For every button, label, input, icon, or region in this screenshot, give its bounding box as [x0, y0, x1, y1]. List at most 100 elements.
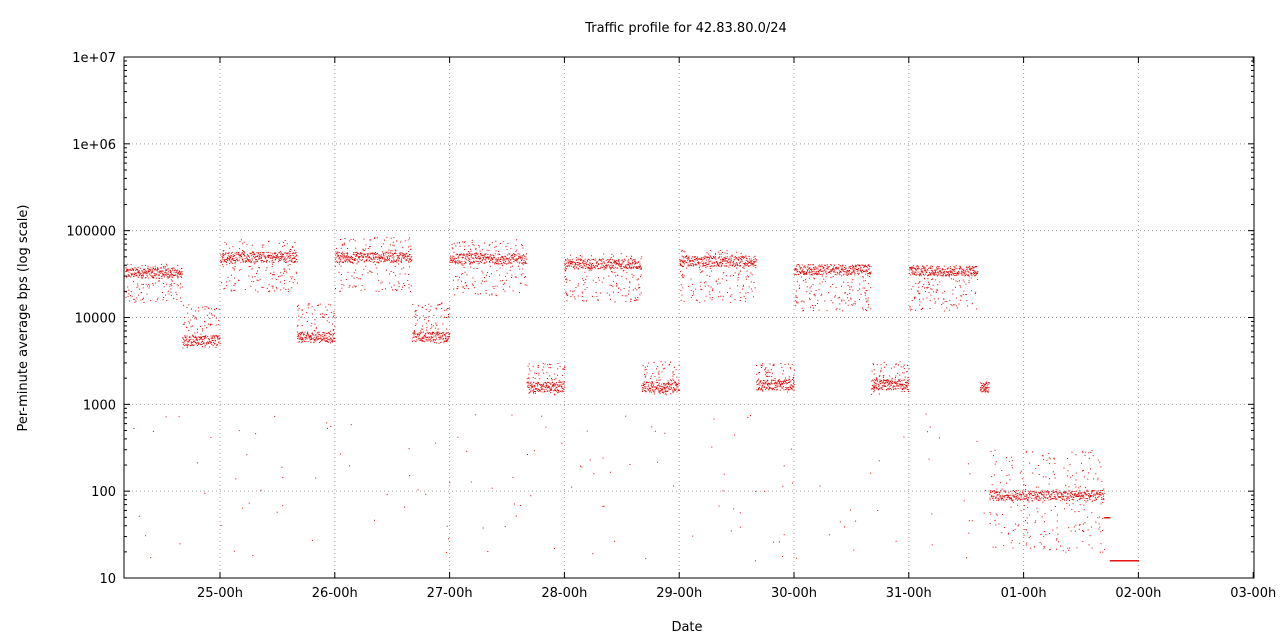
data-point: [847, 274, 849, 276]
data-point: [814, 272, 816, 274]
data-point: [676, 387, 678, 389]
data-point: [796, 301, 798, 303]
data-point: [230, 252, 232, 254]
data-point: [206, 327, 208, 329]
data-point: [670, 386, 672, 388]
data-point: [601, 262, 603, 264]
data-point: [197, 307, 199, 309]
data-point: [442, 323, 444, 325]
data-point: [152, 271, 153, 273]
data-point: [899, 379, 901, 381]
data-point: [451, 243, 453, 245]
data-point: [852, 279, 854, 281]
data-point: [574, 298, 576, 300]
data-point: [868, 264, 870, 266]
data-point: [316, 339, 318, 341]
data-point: [288, 252, 290, 254]
data-point: [681, 250, 683, 251]
data-point: [299, 341, 301, 343]
data-point: [169, 269, 171, 271]
data-point: [367, 254, 369, 256]
data-point: [669, 379, 671, 381]
data-point: [973, 275, 975, 277]
data-point: [140, 273, 142, 275]
data-point: [477, 263, 479, 265]
data-point: [347, 257, 349, 259]
data-point: [541, 388, 543, 390]
data-point: [540, 391, 542, 393]
data-point: [334, 340, 336, 342]
data-point: [597, 261, 599, 263]
data-point: [850, 265, 852, 267]
data-point: [535, 383, 537, 385]
data-point: [431, 333, 433, 335]
data-point: [362, 256, 364, 257]
data-point: [542, 383, 544, 385]
data-point: [590, 262, 592, 264]
data-point: [412, 340, 413, 342]
data-point: [202, 343, 204, 344]
data-point: [126, 268, 128, 270]
data-point: [171, 268, 173, 269]
data-point: [539, 378, 541, 380]
data-point: [615, 261, 617, 263]
data-point: [357, 252, 358, 254]
data-point: [489, 244, 491, 246]
data-point: [504, 255, 506, 257]
data-point: [329, 333, 331, 335]
data-point: [537, 365, 539, 367]
data-point: [171, 276, 173, 278]
data-point: [731, 294, 733, 296]
data-point: [802, 271, 804, 273]
data-point: [844, 273, 846, 275]
data-point: [796, 296, 798, 298]
data-point: [313, 330, 315, 332]
data-point: [385, 269, 387, 271]
data-point: [350, 261, 352, 263]
data-point: [355, 255, 357, 257]
data-point: [251, 255, 253, 257]
data-point: [811, 270, 813, 272]
data-point: [350, 238, 352, 240]
data-point: [494, 285, 496, 287]
data-point: [302, 338, 304, 340]
data-point: [946, 307, 948, 309]
data-point: [242, 258, 244, 260]
data-point: [499, 274, 501, 276]
data-point: [344, 237, 346, 239]
data-point: [847, 297, 849, 299]
data-point: [535, 392, 536, 394]
data-point: [163, 266, 165, 268]
data-point: [656, 385, 658, 387]
data-point: [785, 386, 787, 388]
data-point: [489, 261, 490, 262]
data-point: [361, 284, 363, 286]
data-point: [457, 257, 459, 259]
data-point: [341, 261, 343, 263]
data-point: [867, 264, 869, 266]
data-point: [890, 384, 892, 386]
data-point: [341, 273, 343, 275]
data-point: [871, 380, 873, 382]
data-point: [545, 386, 547, 388]
data-point: [204, 345, 206, 346]
data-point: [557, 390, 559, 391]
data-point: [383, 255, 385, 257]
data-point: [631, 266, 633, 268]
data-point: [795, 274, 797, 276]
data-point: [452, 261, 454, 263]
data-point: [545, 382, 546, 384]
data-point: [336, 253, 338, 255]
data-point: [700, 257, 702, 259]
data-point: [232, 267, 234, 269]
data-point: [229, 260, 231, 262]
data-point: [130, 264, 132, 266]
data-point: [218, 338, 220, 340]
data-point: [650, 390, 651, 392]
data-point: [292, 282, 294, 284]
data-point: [583, 280, 585, 281]
data-point: [344, 256, 346, 258]
data-point: [593, 264, 595, 266]
data-point: [464, 262, 466, 264]
data-point: [948, 309, 950, 311]
